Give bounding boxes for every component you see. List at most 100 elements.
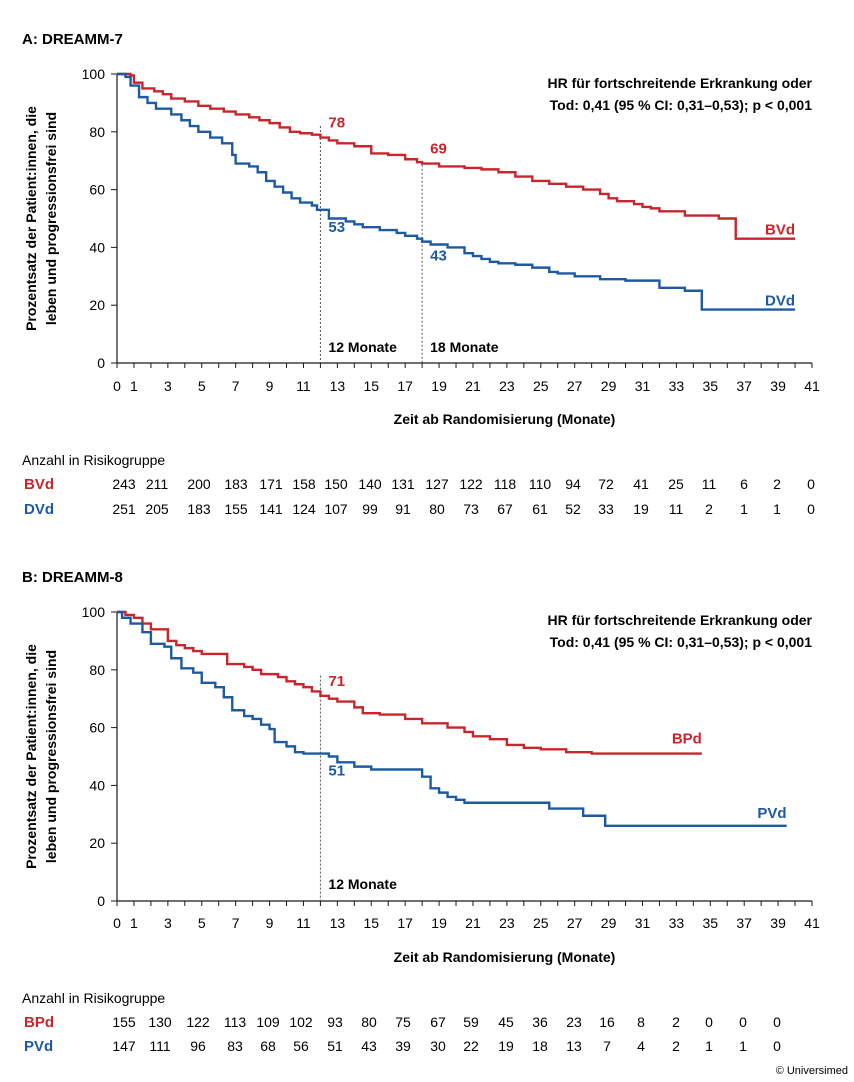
panel-a-risk-value: 2 bbox=[773, 476, 781, 492]
panel-a-risk-value: 2 bbox=[705, 501, 713, 517]
panel-b-risk-value: 51 bbox=[327, 1038, 343, 1054]
panel-b-risk-value: 0 bbox=[773, 1038, 781, 1054]
panel-b-title: B: DREAMM-8 bbox=[22, 569, 123, 586]
panel-a-y-tick-label: 100 bbox=[82, 66, 106, 82]
panel-b-value-label-bpd: 71 bbox=[328, 673, 345, 690]
panel-a-x-tick-label: 5 bbox=[198, 378, 206, 394]
panel-b-risk-value: 111 bbox=[149, 1038, 170, 1054]
panel-b-series-bpd-line bbox=[117, 610, 702, 755]
panel-b-x-tick-label: 9 bbox=[266, 915, 274, 931]
panel-a-risk-name-dvd: DVd bbox=[24, 501, 54, 518]
panel-b-x-tick-label: 29 bbox=[601, 915, 617, 931]
panel-a-title: A: DREAMM-7 bbox=[22, 31, 123, 48]
panel-a-risk-value: 6 bbox=[740, 476, 748, 492]
panel-a-risk-value: 67 bbox=[497, 501, 513, 517]
panel-b-risk-value: 13 bbox=[566, 1038, 582, 1054]
panel-b-risk-value: 0 bbox=[705, 1014, 713, 1030]
panel-a-x-tick-label: 7 bbox=[232, 378, 240, 394]
panel-b-y-tick-label: 80 bbox=[89, 662, 105, 678]
panel-a-risk-value: 99 bbox=[362, 501, 378, 517]
panel-a-x-tick-label: 19 bbox=[431, 378, 447, 394]
panel-b-risk-value: 59 bbox=[463, 1014, 479, 1030]
panel-a-risk-value: 140 bbox=[358, 476, 382, 492]
panel-a-risk-value: 0 bbox=[807, 501, 815, 517]
panel-a-risk-value: 200 bbox=[187, 476, 211, 492]
panel-a-risk-name-bvd: BVd bbox=[24, 476, 54, 493]
panel-a-x-tick-label: 23 bbox=[499, 378, 515, 394]
panel-a-risk-value: 150 bbox=[324, 476, 348, 492]
panel-a-risk-value: 110 bbox=[529, 476, 552, 492]
panel-a-x-tick-label: 0 bbox=[113, 378, 121, 394]
panel-a-risk-value: 91 bbox=[395, 501, 411, 517]
panel-a-series-dvd-line bbox=[117, 72, 796, 311]
panel-b-y-label-line2: leben und progressionsfrei sind bbox=[43, 650, 59, 863]
panel-b-risk-value: 16 bbox=[599, 1014, 615, 1030]
panel-a-x-tick-label: 41 bbox=[804, 378, 820, 394]
panel-a-x-tick-label: 13 bbox=[330, 378, 346, 394]
panel-b-x-tick-label: 35 bbox=[703, 915, 719, 931]
panel-b-x-tick-label: 17 bbox=[397, 915, 413, 931]
panel-a-y-tick-label: 40 bbox=[89, 239, 105, 255]
panel-b-x-tick-label: 25 bbox=[533, 915, 549, 931]
panel-a-risk-value: 52 bbox=[565, 501, 581, 517]
panel-a-risk-value: 72 bbox=[598, 476, 614, 492]
panel-b-y-tick-label: 40 bbox=[89, 777, 105, 793]
panel-b-risk-value: 80 bbox=[361, 1014, 377, 1030]
panel-b-x-tick-label: 0 bbox=[113, 915, 121, 931]
panel-a-x-tick-label: 29 bbox=[601, 378, 617, 394]
panel-b-x-tick-label: 13 bbox=[330, 915, 346, 931]
panel-b-value-label-pvd: 51 bbox=[328, 763, 345, 780]
panel-b-risk-value: 43 bbox=[361, 1038, 377, 1054]
panel-a-x-tick-label: 37 bbox=[736, 378, 752, 394]
panel-a-risk-value: 1 bbox=[740, 501, 748, 517]
panel-b-risk-header: Anzahl in Risikogruppe bbox=[22, 990, 165, 1006]
panel-b-risk-value: 83 bbox=[227, 1038, 243, 1054]
panel-b-risk-value: 1 bbox=[739, 1038, 747, 1054]
panel-a-risk-value: 124 bbox=[292, 501, 316, 517]
panel-a-value-label-dvd: 43 bbox=[430, 248, 447, 265]
panel-b-risk-value: 2 bbox=[672, 1038, 680, 1054]
panel-b-x-tick-label: 19 bbox=[431, 915, 447, 931]
panel-a-risk-value: 19 bbox=[633, 501, 649, 517]
panel-a-risk-value: 0 bbox=[807, 476, 815, 492]
panel-b-risk-value: 39 bbox=[395, 1038, 411, 1054]
panel-b-risk-value: 56 bbox=[293, 1038, 309, 1054]
panel-b-x-tick-label: 23 bbox=[499, 915, 515, 931]
panel-a-risk-value: 61 bbox=[532, 501, 548, 517]
panel-a-risk-value: 33 bbox=[598, 501, 614, 517]
panel-a-y-tick-label: 20 bbox=[89, 297, 105, 313]
panel-b-series-pvd-line bbox=[117, 610, 787, 828]
panel-a-x-tick-label: 1 bbox=[130, 378, 138, 394]
panel-b-risk-value: 7 bbox=[603, 1038, 611, 1054]
panel-a-x-tick-label: 9 bbox=[266, 378, 274, 394]
panel-b-risk-value: 93 bbox=[327, 1014, 343, 1030]
panel-a-risk-value: 118 bbox=[494, 476, 517, 492]
panel-a-value-label-bvd: 78 bbox=[328, 115, 345, 132]
panel-a-risk-value: 94 bbox=[565, 476, 581, 492]
panel-b-risk-value: 30 bbox=[430, 1038, 446, 1054]
panel-b-x-tick-label: 11 bbox=[296, 915, 311, 931]
panel-b-hr-line2: Tod: 0,41 (95 % CI: 0,31–0,53); p < 0,00… bbox=[550, 634, 813, 650]
panel-b-risk-value: 2 bbox=[672, 1014, 680, 1030]
panel-b-risk-value: 75 bbox=[395, 1014, 411, 1030]
panel-a-x-tick-label: 21 bbox=[465, 378, 481, 394]
panel-b-risk-name-pvd: PVd bbox=[24, 1038, 53, 1055]
panel-a-risk-value: 205 bbox=[145, 501, 169, 517]
panel-b-risk-value: 109 bbox=[256, 1014, 280, 1030]
panel-a-risk-value: 251 bbox=[112, 501, 136, 517]
panel-a-risk-value: 11 bbox=[669, 501, 684, 517]
panel-b-series-pvd-end-label: PVd bbox=[757, 805, 786, 822]
panel-a-x-tick-label: 35 bbox=[703, 378, 719, 394]
panel-a-y-tick-label: 60 bbox=[89, 182, 105, 198]
panel-b-y-tick-label: 60 bbox=[89, 720, 105, 736]
panel-b-x-tick-label: 39 bbox=[770, 915, 786, 931]
panel-b-hr-line1: HR für fortschreitende Erkrankung oder bbox=[548, 612, 813, 628]
panel-b-x-tick-label: 15 bbox=[363, 915, 379, 931]
panel-b-risk-value: 4 bbox=[637, 1038, 645, 1054]
panel-b-y-tick-label: 100 bbox=[82, 604, 106, 620]
panel-a-value-label-bvd: 69 bbox=[430, 141, 447, 158]
panel-a-risk-value: 131 bbox=[391, 476, 415, 492]
panel-b-x-tick-label: 3 bbox=[164, 915, 172, 931]
panel-b-risk-value: 122 bbox=[186, 1014, 210, 1030]
